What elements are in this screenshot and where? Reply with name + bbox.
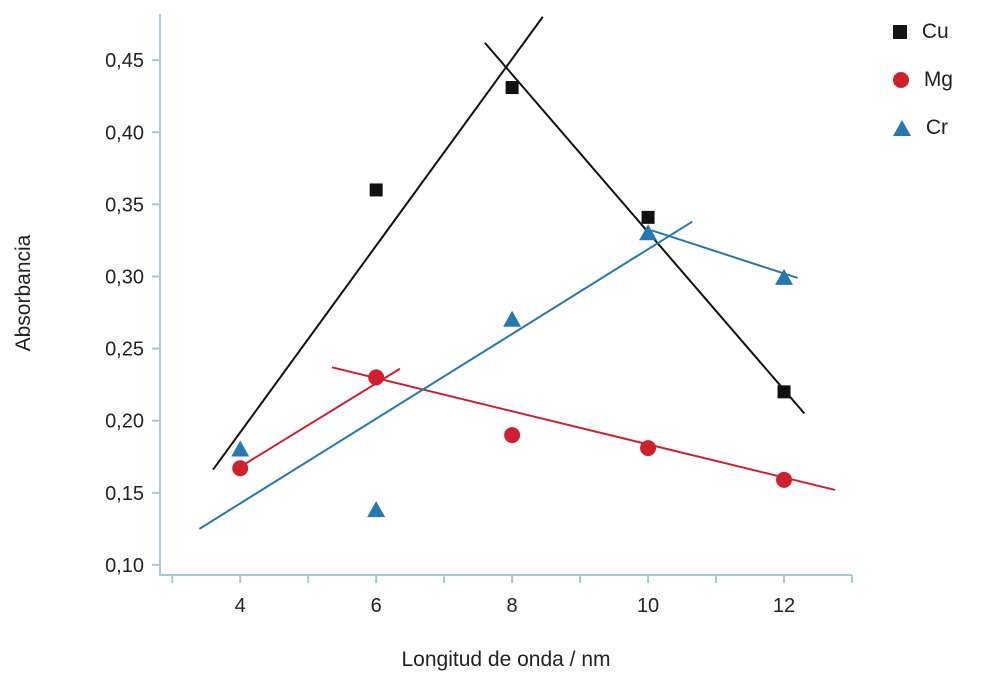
svg-text:10: 10	[637, 595, 659, 617]
svg-text:8: 8	[507, 595, 518, 617]
legend-marker-square-icon	[892, 25, 907, 39]
svg-text:0,35: 0,35	[105, 194, 144, 216]
svg-text:12: 12	[773, 595, 795, 617]
y-axis-title: Absorbancia	[12, 234, 35, 352]
svg-text:0,45: 0,45	[105, 50, 144, 72]
legend: Cu Mg Cr	[892, 20, 953, 140]
x-axis-title: Longitud de onda / nm	[401, 648, 611, 671]
legend-marker-circle-icon	[892, 72, 909, 88]
svg-text:0,25: 0,25	[105, 339, 144, 361]
svg-text:6: 6	[371, 595, 382, 617]
svg-text:0,30: 0,30	[105, 266, 144, 288]
svg-text:0,10: 0,10	[105, 555, 144, 577]
legend-item-cu: Cu	[892, 20, 953, 44]
svg-text:0,20: 0,20	[105, 411, 144, 433]
legend-label-cr: Cr	[925, 116, 948, 139]
svg-text:4: 4	[235, 595, 246, 617]
legend-label-mg: Mg	[923, 68, 953, 91]
legend-item-mg: Mg	[892, 68, 953, 92]
legend-item-cr: Cr	[892, 116, 953, 140]
svg-text:0,15: 0,15	[105, 483, 144, 505]
legend-label-cu: Cu	[921, 20, 949, 43]
svg-text:0,40: 0,40	[105, 122, 144, 144]
legend-marker-triangle-icon	[892, 120, 911, 136]
